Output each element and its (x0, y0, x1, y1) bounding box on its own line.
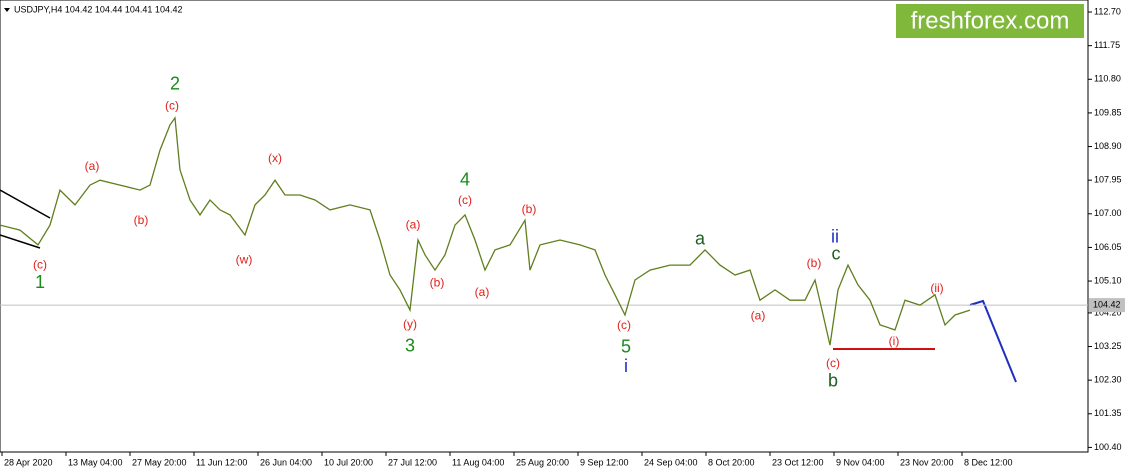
wave-label: 1 (35, 272, 45, 292)
wave-label: 4 (460, 170, 470, 190)
wave-label: (c) (458, 193, 472, 207)
wave-label: (a) (85, 159, 100, 173)
symbol-header: USDJPY,H4 104.42 104.44 104.41 104.42 (14, 4, 182, 14)
y-tick-label: 101.35 (1094, 408, 1122, 418)
y-tick-label: 103.25 (1094, 341, 1122, 351)
wave-label: 2 (170, 74, 180, 94)
y-tick-label: 106.05 (1094, 242, 1122, 252)
x-tick-label: 9 Nov 04:00 (836, 457, 885, 467)
x-tick-label: 8 Oct 20:00 (708, 457, 755, 467)
y-tick-label: 109.85 (1094, 107, 1122, 117)
x-tick-label: 28 Apr 2020 (4, 457, 53, 467)
wave-label: (w) (236, 252, 253, 266)
wave-label: (a) (475, 285, 490, 299)
x-tick-label: 23 Nov 20:00 (900, 457, 954, 467)
x-tick-label: 8 Dec 12:00 (964, 457, 1013, 467)
x-tick-label: 27 Jul 12:00 (388, 457, 437, 467)
y-tick-label: 108.90 (1094, 141, 1122, 151)
y-tick-label: 105.10 (1094, 275, 1122, 285)
price-line (0, 116, 971, 346)
x-tick-label: 9 Sep 12:00 (580, 457, 629, 467)
wave-label: (b) (522, 202, 537, 216)
wave-label: (ii) (930, 281, 943, 295)
wave-label: (b) (807, 256, 822, 270)
projection (969, 299, 1017, 383)
x-tick-label: 10 Jul 20:00 (324, 457, 373, 467)
wave-label: ii (831, 227, 839, 247)
channel-line (0, 234, 41, 249)
x-tick-label: 26 Jun 04:00 (260, 457, 312, 467)
logo: freshforex.com (911, 7, 1070, 34)
wave-label: (y) (403, 317, 417, 331)
y-tick-label: 107.00 (1094, 208, 1122, 218)
x-tick-label: 11 Aug 04:00 (452, 457, 504, 467)
y-tick-label: 107.95 (1094, 175, 1122, 185)
x-tick-label: 23 Oct 12:00 (772, 457, 824, 467)
wave-label: a (695, 229, 706, 249)
wave-label: c (832, 244, 841, 264)
last-price-label: 104.42 (1093, 299, 1121, 309)
channel-line (0, 189, 51, 219)
logo-box (896, 4, 1084, 38)
y-tick-label: 100.40 (1094, 442, 1122, 452)
y-tick-label: 104.20 (1094, 307, 1122, 317)
wave-label: 3 (405, 336, 415, 356)
wave-label: (b) (430, 275, 445, 289)
wave-label: (b) (134, 213, 149, 227)
wave-label: (c) (165, 98, 179, 112)
wave-label: (c) (617, 318, 631, 332)
wave-label: (a) (751, 308, 766, 322)
wave-label: (c) (33, 257, 47, 271)
wave-label: (x) (268, 151, 282, 165)
y-tick-label: 111.75 (1094, 40, 1120, 50)
plot-frame (0, 0, 1089, 453)
y-tick-label: 102.30 (1094, 375, 1122, 385)
y-tick-label: 110.80 (1094, 74, 1121, 84)
x-tick-label: 24 Sep 04:00 (644, 457, 698, 467)
x-tick-label: 11 Jun 12:00 (196, 457, 247, 467)
menu-arrow[interactable] (4, 8, 10, 12)
wave-label: 5 (621, 337, 631, 357)
wave-label: (c) (826, 356, 840, 370)
y-tick-label: 112.70 (1094, 6, 1121, 16)
x-tick-label: 13 May 04:00 (68, 457, 123, 467)
x-tick-label: 27 May 20:00 (132, 457, 187, 467)
wave-label: (a) (406, 217, 421, 231)
last-price-box (1089, 298, 1125, 313)
wave-label: b (828, 371, 838, 391)
x-tick-label: 25 Aug 20:00 (516, 457, 569, 467)
wave-label: (i) (889, 334, 900, 348)
wave-label: i (624, 356, 628, 376)
